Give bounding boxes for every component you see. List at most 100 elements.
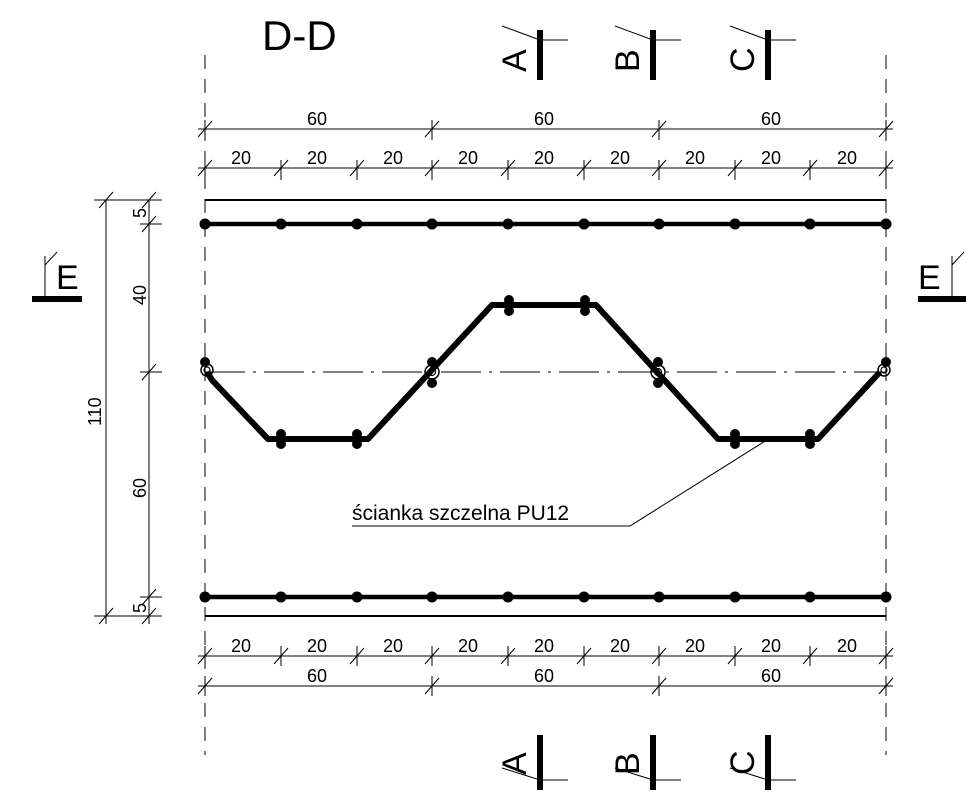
- svg-text:E: E: [56, 259, 79, 297]
- section-marker-top-b: B: [609, 25, 681, 80]
- dim-tick: [424, 120, 440, 138]
- section-marker-top-a: A: [496, 25, 568, 80]
- dim-bottom-major-3: 60: [761, 666, 781, 686]
- dim-tick: [197, 647, 213, 665]
- svg-text:C: C: [724, 47, 762, 72]
- dim-tick: [500, 647, 516, 665]
- dim-bottom-minor-2: 20: [307, 636, 327, 656]
- dim-tick: [273, 159, 289, 177]
- dim-v-40: 40: [130, 285, 150, 305]
- dim-bottom-minor-4: 20: [458, 636, 478, 656]
- dim-tick: [802, 159, 818, 177]
- section-marker-left-e: E: [32, 251, 82, 302]
- rebar-dot: [804, 218, 816, 230]
- rebar-dot: [275, 591, 287, 603]
- dim-bottom-minor-3: 20: [383, 636, 403, 656]
- dim-top-minor-7: 20: [685, 148, 705, 168]
- dim-tick: [424, 647, 440, 665]
- label-leader-line: [352, 437, 771, 527]
- dim-tick: [651, 677, 667, 695]
- svg-text:A: A: [496, 752, 534, 775]
- section-marker-top-c: C: [724, 25, 796, 80]
- rebar-dot: [426, 591, 438, 603]
- rebar-dot: [804, 591, 816, 603]
- dim-top-minor-6: 20: [610, 148, 630, 168]
- dim-top-major-2: 60: [534, 109, 554, 129]
- rebar-dots-top: [199, 218, 892, 230]
- dim-top-minor-2: 20: [307, 148, 327, 168]
- section-marker-right-e: E: [918, 251, 966, 302]
- dim-tick: [727, 159, 743, 177]
- svg-text:B: B: [609, 49, 647, 72]
- dim-tick: [576, 159, 592, 177]
- svg-text:B: B: [609, 752, 647, 775]
- rebar-dot: [653, 218, 665, 230]
- rebar-dot: [351, 591, 363, 603]
- dim-bottom-minor-8: 20: [761, 636, 781, 656]
- rebar-dot: [275, 218, 287, 230]
- section-marker-bottom-c: C: [724, 735, 796, 790]
- section-marker-bottom-a: A: [496, 735, 568, 790]
- dim-top-minor-5: 20: [534, 148, 554, 168]
- rebar-dot: [199, 591, 211, 603]
- dim-top-minor-4: 20: [458, 148, 478, 168]
- dim-top-minor-1: 20: [231, 148, 251, 168]
- dim-vertical: [94, 191, 162, 625]
- dim-tick: [651, 647, 667, 665]
- dim-tick: [878, 120, 894, 138]
- rebar-dot: [351, 218, 363, 230]
- rebar-dot: [729, 218, 741, 230]
- dim-bottom-minor-6: 20: [610, 636, 630, 656]
- dim-tick: [727, 647, 743, 665]
- sheet-pile-outer: [204, 302, 883, 442]
- dim-bottom-minor-7: 20: [685, 636, 705, 656]
- dim-tick: [878, 677, 894, 695]
- dim-tick: [424, 677, 440, 695]
- dim-tick: [651, 159, 667, 177]
- rebar-dot: [502, 218, 514, 230]
- rebar-dot: [199, 218, 211, 230]
- sheet-pile-dots: [200, 295, 891, 449]
- dim-v-110: 110: [85, 397, 105, 426]
- dim-top-minor-9: 20: [837, 148, 857, 168]
- dim-tick: [197, 159, 213, 177]
- svg-text:C: C: [724, 750, 762, 775]
- dim-tick: [651, 120, 667, 138]
- rebar-dot: [653, 591, 665, 603]
- drawing-title: D-D: [262, 12, 337, 59]
- dim-tick: [197, 120, 213, 138]
- rebar-dot: [880, 218, 892, 230]
- rebar-dot: [578, 591, 590, 603]
- dim-tick: [349, 159, 365, 177]
- dim-tick: [424, 159, 440, 177]
- dim-bottom-minor-1: 20: [231, 636, 251, 656]
- dim-tick: [273, 647, 289, 665]
- dim-bottom-major-1: 60: [307, 666, 327, 686]
- dim-top-major-3: 60: [761, 109, 781, 129]
- dim-top-major-1: 60: [307, 109, 327, 129]
- dim-top-minor-8: 20: [761, 148, 781, 168]
- dim-tick: [349, 647, 365, 665]
- dim-tick: [878, 159, 894, 177]
- dim-bottom-minor-9: 20: [837, 636, 857, 656]
- dim-tick: [576, 647, 592, 665]
- dim-bottom-minor-5: 20: [534, 636, 554, 656]
- dim-tick: [802, 647, 818, 665]
- dim-tick: [500, 159, 516, 177]
- sheet-pile-inner: [205, 303, 881, 441]
- dim-tick: [197, 677, 213, 695]
- rebar-dot: [578, 218, 590, 230]
- dim-v-5-bottom: 5: [130, 603, 150, 613]
- rebar-dot: [729, 591, 741, 603]
- rebar-dot: [426, 218, 438, 230]
- dim-tick: [878, 647, 894, 665]
- dim-top-minor-3: 20: [383, 148, 403, 168]
- rebar-dot: [502, 591, 514, 603]
- section-marker-bottom-b: B: [609, 735, 681, 790]
- rebar-dots-bottom: [199, 591, 892, 603]
- rebar-dot: [880, 591, 892, 603]
- svg-text:A: A: [496, 49, 534, 72]
- dim-v-5-top: 5: [130, 208, 150, 218]
- dim-bottom-major-2: 60: [534, 666, 554, 686]
